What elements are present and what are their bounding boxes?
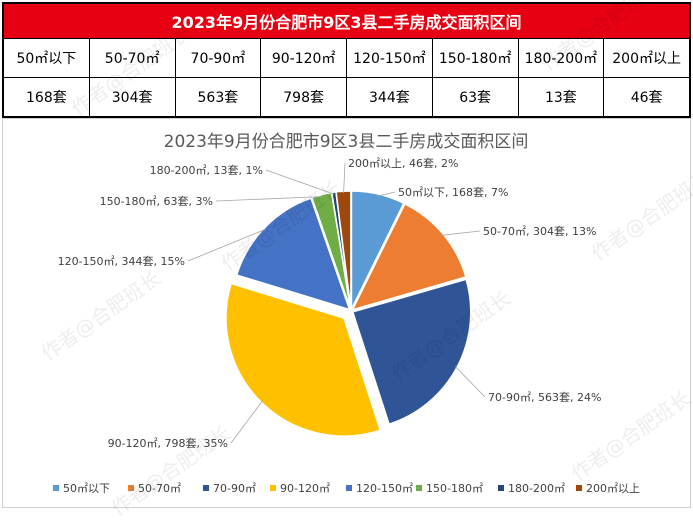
legend-swatch [498,485,504,491]
table-value-cell: 798套 [261,78,347,116]
legend-label: 50-70㎡ [138,482,181,495]
table-header-cell: 90-120㎡ [261,39,347,77]
table-header-cell: 120-150㎡ [347,39,433,77]
leader-line [187,228,267,262]
table-value-cell: 168套 [4,78,90,116]
legend-label: 50㎡以下 [63,482,110,495]
legend-swatch [203,485,209,491]
table-title: 2023年9月份合肥市9区3县二手房成交面积区间 [4,4,689,39]
table-header-cell: 180-200㎡ [519,39,605,77]
table-header-cell: 50-70㎡ [90,39,176,77]
data-label: 90-120㎡, 798套, 35% [108,437,228,450]
data-label: 180-200㎡, 13套, 1% [150,164,263,177]
legend-swatch [270,485,276,491]
leader-line [230,400,263,444]
table-value-cell: 63套 [433,78,519,116]
legend-label: 150-180㎡ [426,482,483,495]
data-label: 70-90㎡, 563套, 24% [488,391,601,404]
legend-label: 200㎡以上 [586,482,640,495]
leader-line [343,162,346,194]
table-value-row: 168套 304套 563套 798套 344套 63套 13套 46套 [4,78,689,116]
pie-slice [351,202,467,311]
legend-label: 90-120㎡ [280,482,330,495]
data-label: 120-150㎡, 344套, 15% [58,255,185,268]
data-label: 50㎡以下, 168套, 7% [398,186,508,199]
data-label: 150-180㎡, 63套, 3% [100,195,213,208]
table-value-cell: 304套 [90,78,176,116]
legend-swatch [576,485,582,491]
table-value-cell: 344套 [347,78,433,116]
table-value-cell: 563套 [176,78,262,116]
leader-line [215,196,323,202]
chart-title: 2023年9月份合肥市9区3县二手房成交面积区间 [164,132,529,152]
area-table: 2023年9月份合肥市9区3县二手房成交面积区间 50㎡以下 50-70㎡ 70… [2,2,691,118]
legend-label: 180-200㎡ [508,482,565,495]
table-header-row: 50㎡以下 50-70㎡ 70-90㎡ 90-120㎡ 120-150㎡ 150… [4,39,689,78]
leader-line [454,366,486,398]
table-header-cell: 50㎡以下 [4,39,90,77]
data-label: 200㎡以上, 46套, 2% [348,157,458,170]
pie-slice [235,197,351,311]
table-header-cell: 150-180㎡ [433,39,519,77]
legend-swatch [128,485,134,491]
legend-swatch [53,485,59,491]
leader-line [377,191,396,197]
legend-label: 70-90㎡ [213,482,256,495]
table-header-cell: 70-90㎡ [176,39,262,77]
table-value-cell: 46套 [630,90,663,106]
legend-swatch [346,485,352,491]
table-value-cell: 13套 [519,78,605,116]
pie-chart: 2023年9月份合肥市9区3县二手房成交面积区间 50㎡以下, 168套, 7%… [53,132,640,495]
pie-slice [351,278,472,426]
pie-chart-panel: 2023年9月份合肥市9区3县二手房成交面积区间 50㎡以下, 168套, 7%… [2,118,691,508]
table-header-cell: 200㎡以上 [612,51,681,67]
leader-line [265,169,335,195]
data-label: 50-70㎡, 304套, 13% [483,225,596,238]
legend-label: 120-150㎡ [356,482,413,495]
leader-line [441,230,481,236]
legend-swatch [416,485,422,491]
